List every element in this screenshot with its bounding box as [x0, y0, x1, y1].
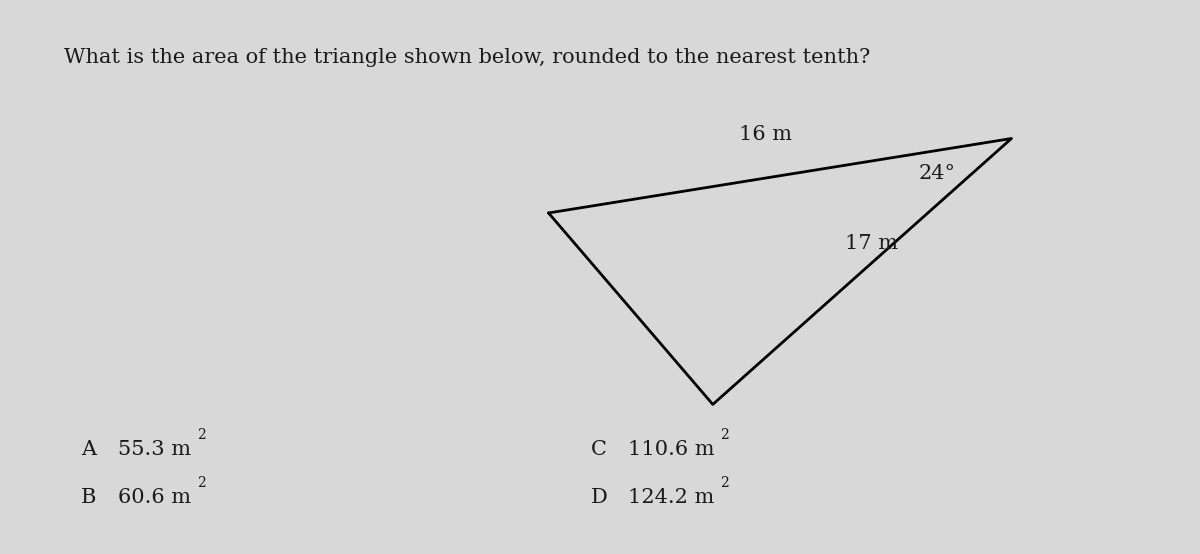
Text: A: A: [82, 440, 96, 459]
Text: 60.6 m: 60.6 m: [118, 488, 191, 507]
Text: D: D: [592, 488, 608, 507]
Text: What is the area of the triangle shown below, rounded to the nearest tenth?: What is the area of the triangle shown b…: [64, 48, 870, 67]
Text: 124.2 m: 124.2 m: [628, 488, 714, 507]
Text: B: B: [82, 488, 96, 507]
Text: 2: 2: [197, 428, 205, 442]
Text: 16 m: 16 m: [738, 125, 792, 145]
Text: C: C: [592, 440, 607, 459]
Text: 2: 2: [197, 476, 205, 490]
Text: 2: 2: [720, 428, 728, 442]
Text: 17 m: 17 m: [845, 234, 899, 253]
Text: 2: 2: [720, 476, 728, 490]
Text: 55.3 m: 55.3 m: [118, 440, 191, 459]
Text: 110.6 m: 110.6 m: [628, 440, 714, 459]
Text: 24°: 24°: [919, 163, 956, 182]
